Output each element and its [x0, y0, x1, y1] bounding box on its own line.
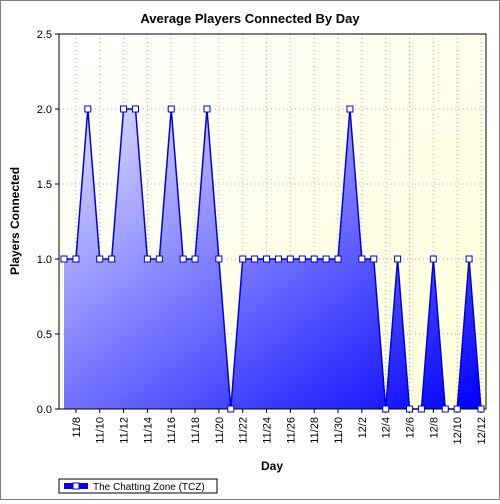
x-tick-label: 12/12 [476, 417, 488, 445]
data-point [406, 405, 414, 413]
series-markers [60, 105, 485, 413]
y-tick-label: 1.5 [37, 179, 52, 191]
data-point [239, 255, 247, 263]
x-tick-label: 11/8 [71, 417, 83, 438]
data-point [179, 255, 187, 263]
x-tick-label: 11/30 [333, 417, 345, 444]
data-point [465, 255, 473, 263]
data-point [394, 255, 402, 263]
data-point [72, 255, 80, 263]
data-point [251, 255, 259, 263]
data-point [203, 105, 211, 113]
data-point [143, 255, 151, 263]
y-tick-label: 2.0 [37, 104, 52, 116]
x-tick-label: 11/24 [262, 417, 274, 444]
x-axis-label: Day [261, 459, 283, 473]
x-tick-label: 12/10 [452, 417, 464, 445]
chart-title: Average Players Connected By Day [140, 11, 360, 26]
data-point [322, 255, 330, 263]
x-tick-label: 12/4 [381, 417, 393, 438]
legend: The Chatting Zone (TCZ) [58, 478, 218, 494]
data-point [334, 255, 342, 263]
data-point [131, 105, 139, 113]
data-point [60, 255, 68, 263]
plot-border [58, 33, 487, 410]
x-tick-label: 11/28 [309, 417, 321, 444]
x-tick-label: 11/20 [214, 417, 226, 444]
data-point [417, 405, 425, 413]
data-point [382, 405, 390, 413]
y-tick-label: 2.5 [37, 29, 52, 41]
y-tick-label: 1.0 [37, 254, 52, 266]
data-point [346, 105, 354, 113]
x-tick-label: 12/6 [405, 417, 417, 438]
legend-marker [72, 482, 80, 490]
data-point [441, 405, 449, 413]
axes: 0.0 0.5 1.0 1.5 2.0 2.5 11/8 11/10 11/12 11/14 11/… [37, 29, 488, 445]
data-point [215, 255, 223, 263]
data-point [298, 255, 306, 263]
data-point [358, 255, 366, 263]
data-point [84, 105, 92, 113]
legend-label: The Chatting Zone (TCZ) [93, 482, 205, 493]
y-axis-label: Players Connected [8, 167, 22, 275]
data-point [429, 255, 437, 263]
x-tick-label: 11/12 [119, 417, 131, 444]
data-point [274, 255, 282, 263]
data-point [310, 255, 318, 263]
x-tick-label: 11/10 [95, 417, 107, 444]
x-tick-label: 12/8 [428, 417, 440, 438]
data-point [108, 255, 116, 263]
x-tick-label: 12/2 [357, 417, 369, 438]
data-point [155, 255, 163, 263]
data-point [263, 255, 271, 263]
data-point [477, 405, 485, 413]
y-tick-label: 0.5 [37, 329, 52, 341]
data-point [286, 255, 294, 263]
data-point [120, 105, 128, 113]
x-tick-label: 11/18 [190, 417, 202, 444]
data-point [96, 255, 104, 263]
x-tick-label: 11/22 [238, 417, 250, 444]
data-point [227, 405, 235, 413]
data-point [453, 405, 461, 413]
y-tick-label: 0.0 [37, 404, 52, 416]
x-tick-label: 11/26 [285, 417, 297, 444]
data-point [167, 105, 175, 113]
x-tick-label: 11/14 [142, 417, 154, 444]
data-point [370, 255, 378, 263]
data-point [191, 255, 199, 263]
x-tick-label: 11/16 [166, 417, 178, 444]
legend-box [58, 478, 218, 494]
